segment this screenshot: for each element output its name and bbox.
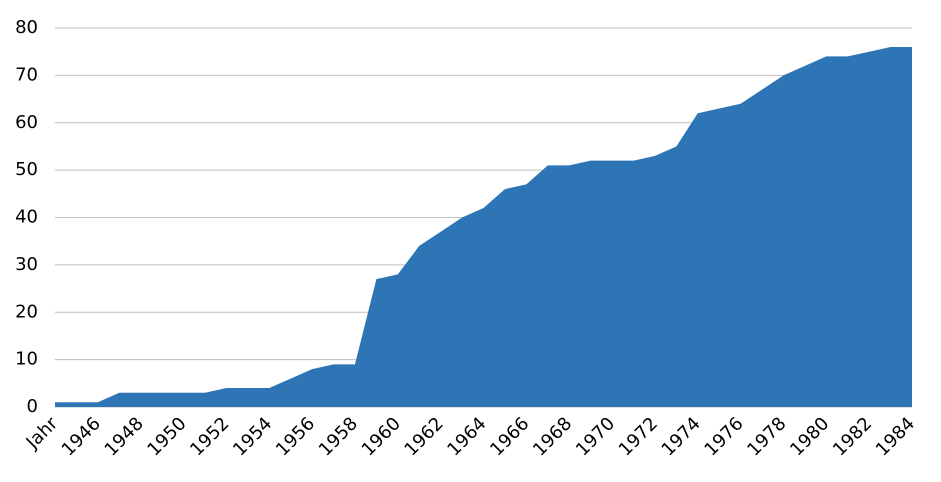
y-tick-label: 80 [15, 17, 38, 38]
y-tick-label: 40 [15, 207, 38, 228]
x-tick-label: 1956 [272, 413, 319, 460]
x-tick-label: 1960 [358, 413, 405, 460]
x-tick-label: 1978 [743, 413, 790, 460]
x-tick-label: 1980 [786, 413, 833, 460]
y-tick-label: 50 [15, 159, 38, 180]
x-tick-label: 1952 [186, 413, 233, 460]
y-tick-label: 70 [15, 64, 38, 85]
x-tick-label: 1962 [400, 413, 447, 460]
x-tick-label: 1972 [615, 413, 662, 460]
x-tick-label: 1958 [315, 413, 362, 460]
x-tick-label: 1948 [101, 413, 148, 460]
x-tick-label: 1984 [872, 413, 919, 460]
x-tick-label: 1982 [829, 413, 876, 460]
x-tick-label: 1970 [572, 413, 619, 460]
x-tick-label: 1950 [143, 413, 190, 460]
x-tick-label: Jahr [22, 413, 63, 454]
x-tick-label: 1946 [58, 413, 105, 460]
y-tick-label: 10 [15, 349, 38, 370]
x-tick-label: 1964 [443, 413, 490, 460]
y-tick-label: 0 [27, 396, 38, 417]
y-tick-label: 20 [15, 301, 38, 322]
x-tick-label: 1954 [229, 413, 276, 460]
y-tick-label: 30 [15, 254, 38, 275]
x-tick-label: 1974 [658, 413, 705, 460]
y-tick-label: 60 [15, 112, 38, 133]
x-tick-label: 1966 [486, 413, 533, 460]
x-tick-label: 1976 [700, 413, 747, 460]
area [55, 46, 912, 407]
x-tick-label: 1968 [529, 413, 576, 460]
